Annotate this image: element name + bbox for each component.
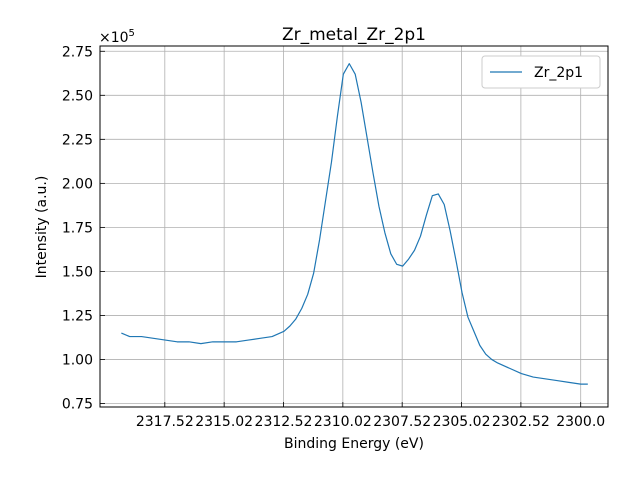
legend: Zr_2p1: [481, 55, 601, 89]
y-axis-multiplier: ×105: [99, 28, 135, 46]
y-axis-label: Intensity (a.u.): [34, 176, 50, 279]
ticks: 2317.52 2315.02 2312.52 2310.02 2307.52 2305.…: [62, 44, 605, 430]
x-tick-label: 2312.52: [255, 414, 313, 430]
series-line-Zr_2p1: [121, 63, 588, 385]
y-tick-label: 2.25: [62, 132, 93, 148]
y-tick-label: 2.50: [62, 88, 93, 104]
x-tick-label: 2302.52: [492, 414, 550, 430]
y-tick-label: 1.75: [62, 220, 93, 236]
y-axis-multiplier-base: ×10: [99, 30, 129, 46]
grid: [100, 46, 608, 407]
y-tick-label: 0.75: [62, 396, 93, 412]
x-tick-label: 2305.02: [433, 414, 491, 430]
chart-title: Zr_metal_Zr_2p1: [282, 25, 426, 45]
y-tick-label: 2.00: [62, 176, 93, 192]
y-tick-label: 1.50: [62, 264, 93, 280]
legend-box: [481, 55, 601, 89]
y-tick-label: 1.25: [62, 308, 93, 324]
y-tick-label: 1.00: [62, 352, 93, 368]
x-axis-label: Binding Energy (eV): [284, 436, 424, 452]
x-tick-label: 2310.02: [314, 414, 372, 430]
x-tick-label: 2307.52: [373, 414, 431, 430]
x-tick-label: 2317.52: [136, 414, 194, 430]
y-axis-multiplier-exponent: 5: [129, 28, 135, 39]
legend-label: Zr_2p1: [534, 65, 583, 81]
plot-frame: [99, 45, 609, 408]
x-tick-label: 2315.02: [195, 414, 253, 430]
x-tick-label: 2300.0: [556, 414, 605, 430]
series-layer: [121, 63, 588, 385]
y-tick-label: 2.75: [62, 44, 93, 60]
